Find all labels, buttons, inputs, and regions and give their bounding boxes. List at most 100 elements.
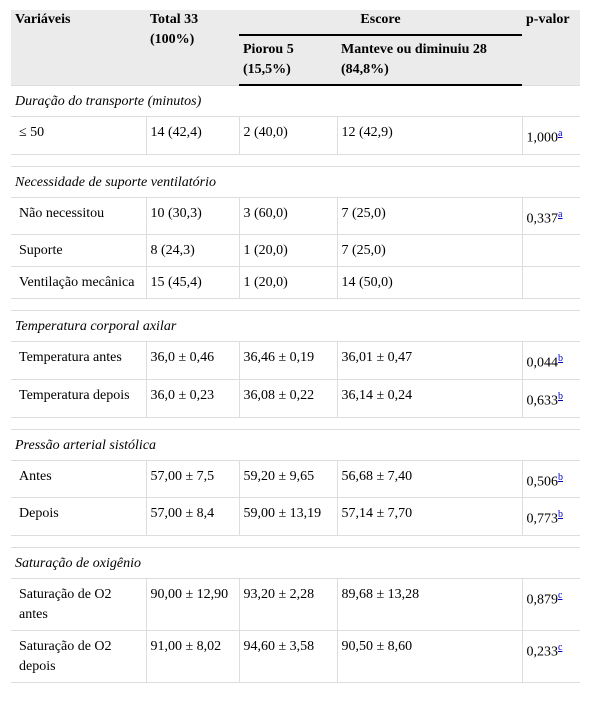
same-cell: 90,50 ± 8,60: [336, 629, 522, 683]
worse-cell: 3 (60,0): [238, 196, 337, 236]
data-row: Saturação de O2 depois 91,00 ± 8,02 94,60 …: [11, 629, 580, 683]
worse-cell: 59,20 ± 9,65: [238, 459, 337, 499]
variable-cell: Antes: [11, 459, 146, 499]
section-title: Pressão arterial sistólica: [11, 428, 580, 461]
data-row: Saturação de O2 antes 90,00 ± 12,90 93,20 …: [11, 577, 580, 631]
section-title-row: Pressão arterial sistólica: [11, 428, 580, 461]
variable-cell: ≤ 50: [11, 116, 146, 155]
data-row: Temperatura depois 36,0 ± 0,23 36,08 ± 0,2…: [11, 378, 580, 418]
same-cell: 14 (50,0): [336, 266, 522, 300]
header-p: p-valor: [522, 10, 580, 85]
p-value-cell: 1,000a: [521, 116, 580, 155]
footnote-link[interactable]: b: [558, 509, 563, 521]
data-row: Temperatura antes 36,0 ± 0,46 36,46 ± 0,19…: [11, 341, 580, 380]
p-value-cell: 0,506b: [521, 459, 580, 499]
total-cell: 57,00 ± 7,5: [145, 459, 239, 499]
table-body: Duração do transporte (minutos) ≤ 50 14 (4…: [11, 84, 580, 683]
gap-cell: [11, 298, 580, 312]
variable-cell: Suporte: [11, 234, 146, 268]
section-title-row: Duração do transporte (minutos): [11, 84, 580, 117]
section-title: Temperatura corporal axilar: [11, 310, 580, 343]
worse-cell: 1 (20,0): [238, 266, 337, 300]
total-cell: 8 (24,3): [145, 234, 239, 268]
footnote: b: [558, 351, 563, 364]
footnote: a: [558, 126, 562, 139]
p-value-cell: 0,773b: [521, 497, 580, 536]
section-gap: [11, 534, 580, 548]
footnote-link[interactable]: b: [558, 471, 563, 483]
same-cell: 57,14 ± 7,70: [336, 497, 522, 536]
p-value: 0,879: [526, 592, 559, 608]
section-title-row: Saturação de oxigênio: [11, 546, 580, 579]
p-value-cell: [521, 234, 580, 268]
variable-cell: Saturação de O2 depois: [11, 629, 146, 683]
variable-cell: Temperatura depois: [11, 378, 146, 418]
data-row: Ventilação mecânica 15 (45,4) 1 (20,0) 14 (…: [11, 266, 580, 300]
footnote: b: [558, 389, 563, 402]
same-cell: 7 (25,0): [336, 196, 522, 236]
same-cell: 89,68 ± 13,28: [336, 577, 522, 631]
variable-cell: Saturação de O2 antes: [11, 577, 146, 631]
worse-cell: 59,00 ± 13,19: [238, 497, 337, 536]
total-cell: 15 (45,4): [145, 266, 239, 300]
variable-cell: Ventilação mecânica: [11, 266, 146, 300]
p-value-cell: [521, 266, 580, 300]
footnote-link[interactable]: a: [558, 208, 563, 220]
total-cell: 36,0 ± 0,23: [145, 378, 239, 418]
total-cell: 36,0 ± 0,46: [145, 341, 239, 380]
gap-cell: [11, 153, 580, 167]
p-value-cell: 0,044b: [521, 341, 580, 380]
worse-cell: 1 (20,0): [238, 234, 337, 268]
footnote: b: [558, 507, 563, 520]
gap-cell: [11, 534, 580, 548]
same-cell: 36,14 ± 0,24: [336, 378, 522, 418]
worse-cell: 93,20 ± 2,28: [238, 577, 337, 631]
data-row: ≤ 50 14 (42,4) 2 (40,0) 12 (42,9) 1,000a: [11, 116, 580, 155]
p-value: 0,337: [526, 211, 559, 227]
data-row: Suporte 8 (24,3) 1 (20,0) 7 (25,0): [11, 234, 580, 268]
footnote: a: [558, 207, 562, 220]
p-value-cell: 0,879c: [521, 577, 580, 631]
gap-cell: [11, 416, 580, 430]
variable-cell: Depois: [11, 497, 146, 536]
header-same: Manteve ou diminuiu 28 (84,8%): [337, 34, 522, 86]
total-cell: 91,00 ± 8,02: [145, 629, 239, 683]
footnote-link[interactable]: a: [558, 128, 563, 139]
header-total: Total 33 (100%): [146, 10, 239, 85]
worse-cell: 36,08 ± 0,22: [238, 378, 337, 418]
p-value-cell: 0,233c: [521, 629, 580, 683]
section-title: Saturação de oxigênio: [11, 546, 580, 579]
total-cell: 14 (42,4): [145, 116, 239, 155]
same-cell: 7 (25,0): [336, 234, 522, 268]
total-cell: 90,00 ± 12,90: [145, 577, 239, 631]
p-value-cell: 0,337a: [521, 196, 580, 236]
same-cell: 36,01 ± 0,47: [336, 341, 522, 380]
footnote-link[interactable]: b: [558, 390, 563, 402]
p-value: 1,000: [526, 130, 559, 146]
section-gap: [11, 298, 580, 312]
footnote-link[interactable]: b: [558, 353, 563, 365]
data-row: Depois 57,00 ± 8,4 59,00 ± 13,19 57,14 ± 7,…: [11, 497, 580, 536]
footnote-link[interactable]: c: [558, 641, 563, 653]
p-value: 0,506: [526, 474, 559, 490]
variable-cell: Temperatura antes: [11, 341, 146, 380]
results-table: Variáveis Total 33 (100%) Escore p-valor…: [11, 10, 580, 683]
p-value: 0,233: [526, 644, 559, 660]
data-row: Antes 57,00 ± 7,5 59,20 ± 9,65 56,68 ± 7,40…: [11, 459, 580, 499]
footnote-link[interactable]: c: [558, 589, 563, 601]
section-gap: [11, 416, 580, 430]
header-variables: Variáveis: [11, 10, 146, 85]
p-value-cell: 0,633b: [521, 378, 580, 418]
p-value: 0,044: [526, 355, 559, 371]
total-cell: 10 (30,3): [145, 196, 239, 236]
same-cell: 56,68 ± 7,40: [336, 459, 522, 499]
section-title-row: Necessidade de suporte ventilatório: [11, 165, 580, 198]
worse-cell: 2 (40,0): [238, 116, 337, 155]
section-title: Necessidade de suporte ventilatório: [11, 165, 580, 198]
footnote: c: [558, 588, 562, 601]
footnote: b: [558, 470, 563, 483]
section-title: Duração do transporte (minutos): [11, 84, 580, 117]
variable-cell: Não necessitou: [11, 196, 146, 236]
same-cell: 12 (42,9): [336, 116, 522, 155]
